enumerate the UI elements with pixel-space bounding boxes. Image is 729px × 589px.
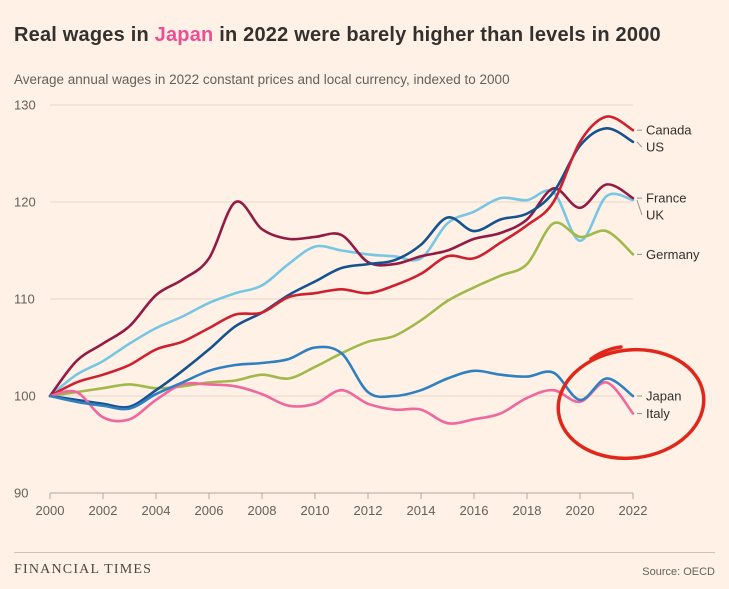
series-line-germany	[48, 221, 635, 398]
y-tick-label-110: 110	[14, 292, 35, 307]
x-tick-label-2018: 2018	[513, 503, 542, 518]
x-tick-label-2010: 2010	[301, 503, 330, 518]
x-tick-label-2002: 2002	[89, 503, 118, 518]
x-tick-label-2004: 2004	[142, 503, 171, 518]
x-tick-label-2022: 2022	[619, 503, 648, 518]
financial-times-logo: FINANCIAL TIMES	[14, 562, 153, 577]
chart-subtitle: Average annual wages in 2022 constant pr…	[14, 71, 510, 87]
y-tick-label-90: 90	[14, 486, 28, 501]
label-connector-uk	[636, 199, 643, 216]
series-line-italy	[48, 381, 635, 425]
label-connector-us	[636, 141, 643, 148]
series-label-japan: Japan	[646, 389, 681, 404]
y-tick-label-130: 130	[14, 98, 36, 113]
y-tick-label-120: 120	[14, 195, 36, 210]
series-line-japan	[48, 345, 635, 411]
hand-drawn-circle-annotation	[556, 347, 706, 461]
series-label-france: France	[646, 191, 686, 206]
title-highlight-japan: Japan	[154, 24, 214, 47]
series-label-canada: Canada	[646, 123, 692, 138]
title-suffix: in 2022 were barely higher than levels i…	[213, 24, 661, 47]
title-prefix: Real wages in	[14, 24, 155, 47]
footer: FINANCIAL TIMES Source: OECD	[14, 552, 715, 578]
series-label-italy: Italy	[646, 406, 670, 421]
series-line-uk	[48, 189, 635, 398]
chart-title: Real wages in Japan in 2022 were barely …	[14, 24, 661, 47]
series-line-canada	[48, 115, 635, 398]
series-label-uk: UK	[646, 208, 664, 223]
series-label-germany: Germany	[646, 247, 700, 262]
x-tick-label-2012: 2012	[354, 503, 383, 518]
wage-index-line-chart: 90 100 110 120 130 2000 2002 2004 2006 2008 2010 20…	[14, 98, 706, 518]
source-note: Source: OECD	[642, 566, 715, 578]
x-tick-label-2006: 2006	[195, 503, 224, 518]
annotation-overlap-stroke	[589, 345, 623, 361]
series-label-us: US	[646, 140, 664, 155]
x-tick-label-2016: 2016	[460, 503, 489, 518]
x-tick-label-2014: 2014	[407, 503, 436, 518]
series-line-us	[48, 127, 635, 409]
y-tick-label-100: 100	[14, 389, 36, 404]
x-tick-label-2000: 2000	[36, 503, 65, 518]
x-tick-label-2008: 2008	[248, 503, 277, 518]
x-tick-label-2020: 2020	[566, 503, 595, 518]
